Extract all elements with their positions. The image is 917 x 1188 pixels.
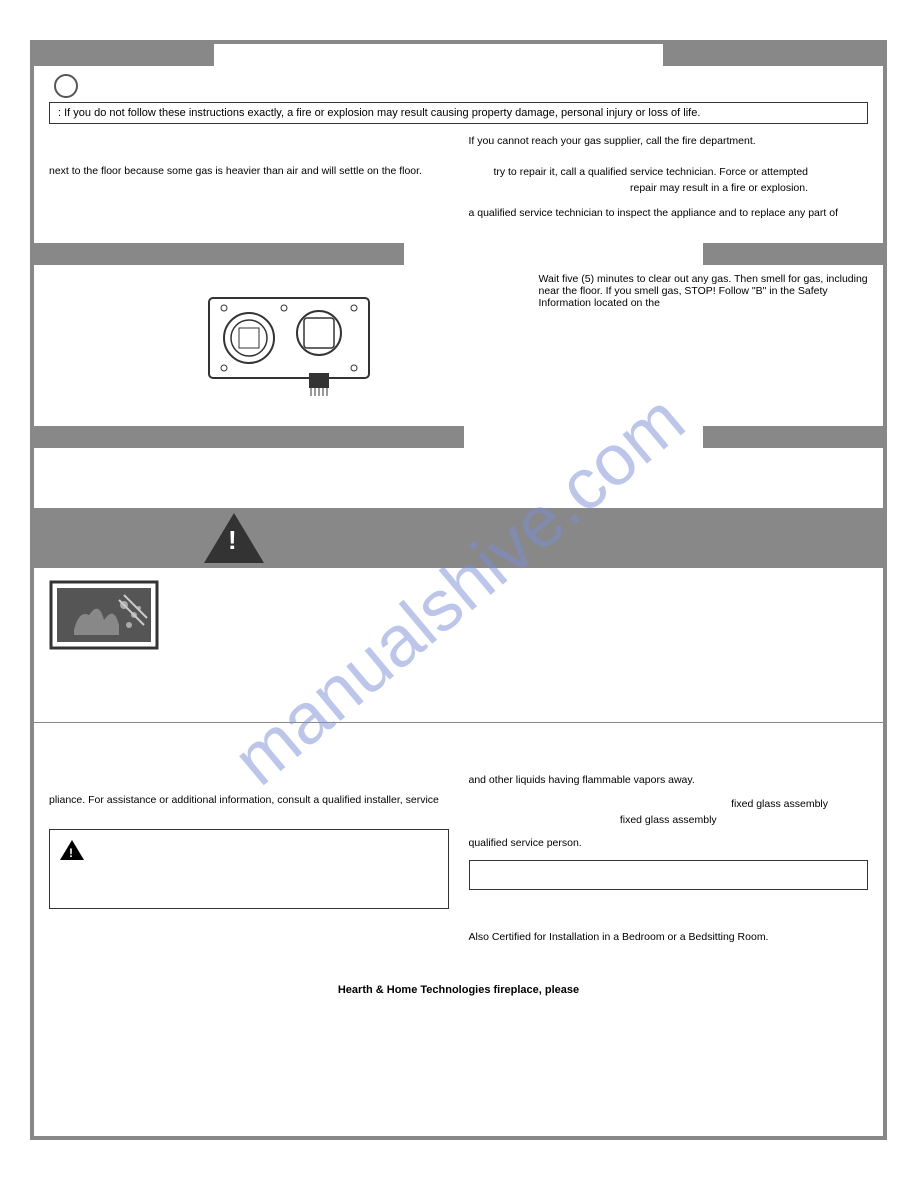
small-warning-box <box>49 829 449 909</box>
safety-right-line3: a qualified service technician to inspec… <box>469 206 869 222</box>
lower-right-line4: Also Certified for Installation in a Bed… <box>469 930 869 946</box>
lower-right-line2a: fixed glass assembly <box>469 797 869 813</box>
warning-triangle-icon <box>204 513 264 563</box>
lower-right-line3: qualified service person. <box>469 836 869 852</box>
lower-columns: pliance. For assistance or additional in… <box>34 723 883 964</box>
valve-section: Wait five (5) minutes to clear out any g… <box>34 265 883 411</box>
warning-bar <box>34 508 883 568</box>
header-gray-left <box>34 44 214 66</box>
safety-left-line1: next to the floor because some gas is he… <box>49 164 449 180</box>
outlined-box <box>469 860 869 890</box>
section-gray-right-2 <box>703 426 883 448</box>
lower-right-line2b: fixed glass assembly <box>469 813 869 829</box>
small-warning-triangle-icon <box>60 840 84 860</box>
safety-right-line1: If you cannot reach your gas supplier, c… <box>469 134 869 150</box>
header-gray-right <box>663 44 883 66</box>
section-gray-left-2 <box>34 426 464 448</box>
lighting-right-col: Wait five (5) minutes to clear out any g… <box>539 273 869 403</box>
lower-left-col: pliance. For assistance or additional in… <box>49 743 449 954</box>
valve-svg-icon <box>199 278 379 398</box>
section-gray-right-1 <box>703 243 883 265</box>
section-bar-1 <box>34 243 883 265</box>
header-bar <box>34 44 883 66</box>
safety-left-col: next to the floor because some gas is he… <box>49 134 449 228</box>
safety-right-line2: try to repair it, call a qualified servi… <box>469 165 869 197</box>
warning-box: : If you do not follow these instruction… <box>49 102 868 124</box>
section-bar-2 <box>34 426 883 448</box>
lighting-right-text: Wait five (5) minutes to clear out any g… <box>539 273 869 309</box>
lower-right-col: and other liquids having flammable vapor… <box>469 743 869 954</box>
circle-icon <box>54 74 78 98</box>
valve-diagram <box>189 273 389 403</box>
lower-right-line1: and other liquids having flammable vapor… <box>469 773 869 789</box>
lower-left-text: pliance. For assistance or additional in… <box>49 793 449 809</box>
warning-text: : If you do not follow these instruction… <box>58 107 700 119</box>
safety-right-col: If you cannot reach your gas supplier, c… <box>469 134 869 228</box>
hot-glass-icon <box>49 580 159 650</box>
glass-icon-row <box>34 568 883 662</box>
safety-columns: next to the floor because some gas is he… <box>34 134 883 228</box>
footer-text: Hearth & Home Technologies fireplace, pl… <box>34 964 883 1006</box>
spacer-1 <box>34 448 883 478</box>
page-frame: manualshive.com : If you do not follow t… <box>30 40 887 1140</box>
section-gray-left-1 <box>34 243 404 265</box>
valve-diagram-container <box>49 273 519 403</box>
